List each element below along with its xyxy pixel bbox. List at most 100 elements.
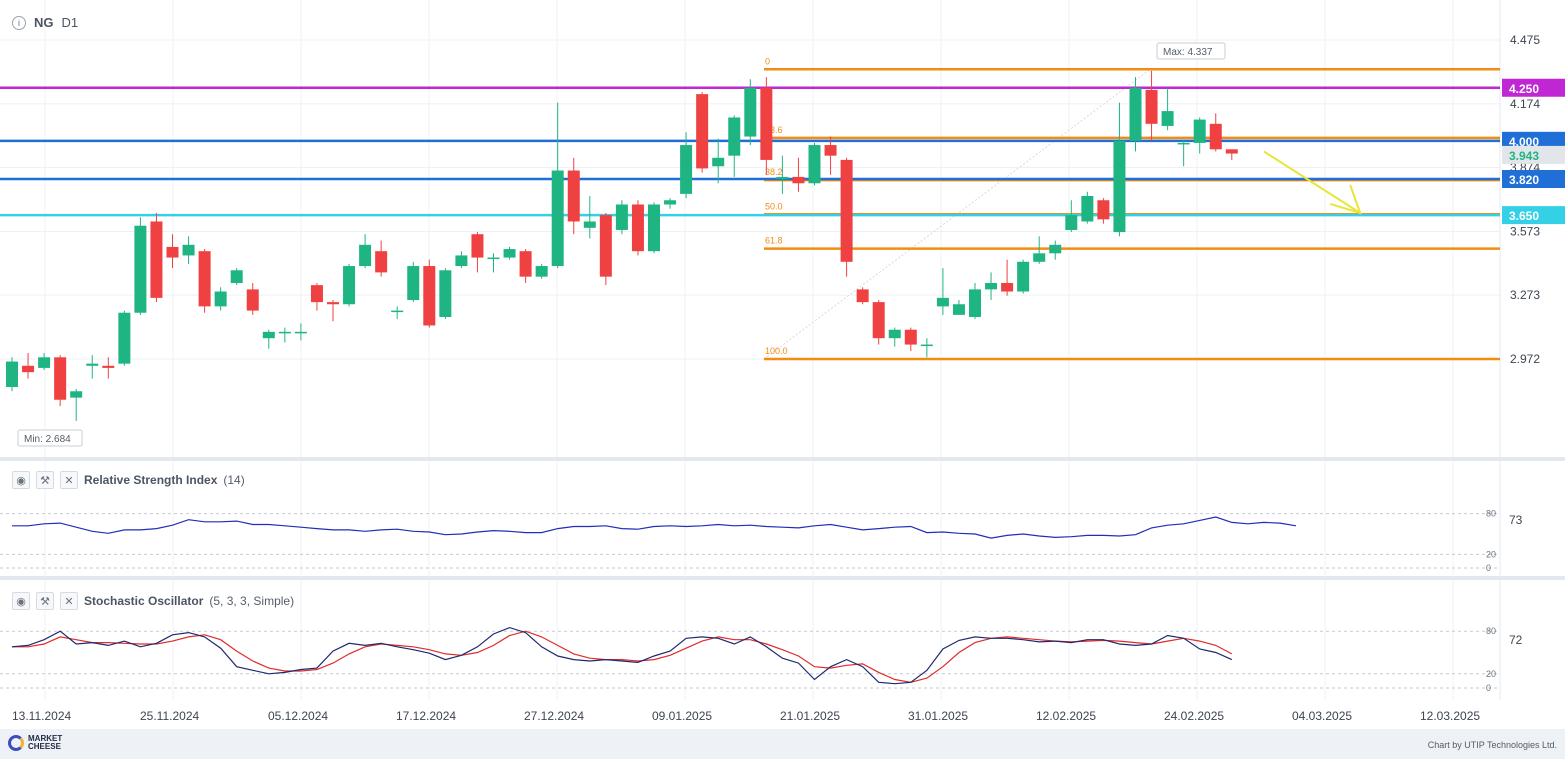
rsi-pane: 80 20 0 73 xyxy=(0,509,1523,573)
candle xyxy=(1001,259,1014,296)
candle xyxy=(583,195,596,239)
candle xyxy=(230,268,243,286)
candle-body xyxy=(872,302,885,339)
candle-body xyxy=(696,94,709,169)
candle-body xyxy=(583,221,596,228)
candle xyxy=(102,357,115,379)
eye-icon[interactable]: ◉ xyxy=(12,471,30,489)
candle xyxy=(455,251,468,269)
date-tick-label: 25.11.2024 xyxy=(140,709,199,723)
max-label: Max: 4.337 xyxy=(1163,47,1213,58)
candle-body xyxy=(808,145,821,184)
candle xyxy=(920,338,933,358)
candle-body xyxy=(359,244,372,267)
candle xyxy=(375,240,388,277)
candle xyxy=(278,327,291,343)
candle xyxy=(872,299,885,345)
oscillator-level-label: 0 xyxy=(1486,563,1491,573)
close-icon[interactable]: ✕ xyxy=(60,592,78,610)
date-tick-label: 12.03.2025 xyxy=(1420,709,1480,723)
timeframe-label: D1 xyxy=(61,15,79,30)
stochastic-d-line xyxy=(12,630,1233,683)
wrench-icon[interactable]: ⚒ xyxy=(36,592,54,610)
footer-bar xyxy=(0,729,1565,759)
candle-body xyxy=(792,176,805,184)
info-icon[interactable]: i xyxy=(12,15,26,30)
candle xyxy=(1225,149,1238,160)
candle xyxy=(150,212,163,303)
candle-body xyxy=(744,87,757,137)
trend-arrow xyxy=(1263,150,1361,214)
candle xyxy=(38,353,51,371)
candle-body xyxy=(680,145,693,194)
candle xyxy=(6,357,18,392)
close-icon[interactable]: ✕ xyxy=(60,471,78,489)
candle-body xyxy=(54,357,67,400)
candle-body xyxy=(70,391,83,398)
candle xyxy=(327,299,339,322)
candle-body xyxy=(952,304,965,315)
candle xyxy=(54,355,67,407)
date-axis: 13.11.2024 25.11.2024 05.12.2024 17.12.2024… xyxy=(12,709,1480,723)
candle xyxy=(904,327,917,351)
candle-body xyxy=(118,312,131,364)
candle-body xyxy=(985,283,998,290)
candle xyxy=(888,327,901,347)
candle xyxy=(776,155,789,194)
candle xyxy=(359,234,372,269)
candle xyxy=(952,299,965,315)
market-cheese-logo: MARKET CHEESE xyxy=(8,735,62,751)
candle xyxy=(86,355,99,379)
candle-body xyxy=(6,361,18,388)
candle-body xyxy=(599,215,612,277)
candle-body xyxy=(1161,111,1174,126)
candle xyxy=(969,283,981,320)
candle xyxy=(535,263,548,279)
candle-body xyxy=(343,266,356,305)
candlestick-series xyxy=(6,70,1238,421)
price-tick-label: 3.273 xyxy=(1510,288,1540,302)
eye-icon[interactable]: ◉ xyxy=(12,592,30,610)
candle-body xyxy=(1065,215,1078,230)
oscillator-value-label: 73 xyxy=(1509,513,1523,527)
candle xyxy=(310,283,323,311)
candle-body xyxy=(615,204,628,230)
level-price-tag xyxy=(1502,170,1565,189)
min-callout-box xyxy=(17,429,83,447)
candle-body xyxy=(535,266,548,277)
candle xyxy=(808,142,821,186)
candle-body xyxy=(840,159,853,262)
candle xyxy=(599,212,612,286)
date-tick-label: 05.12.2024 xyxy=(268,709,328,723)
oscillator-level-label: 0 xyxy=(1486,683,1491,693)
candle xyxy=(1033,236,1046,264)
symbol-label: NG xyxy=(34,15,54,30)
candle xyxy=(792,157,805,192)
candle xyxy=(166,234,179,269)
candle-body xyxy=(969,289,981,317)
candle-body xyxy=(664,200,677,205)
candle xyxy=(1065,200,1078,233)
candle-body xyxy=(278,331,291,334)
oscillator-value-label: 72 xyxy=(1509,633,1523,647)
candle xyxy=(1193,117,1206,154)
level-price-label: 3.820 xyxy=(1509,173,1539,187)
wrench-icon[interactable]: ⚒ xyxy=(36,471,54,489)
candle-body xyxy=(22,365,35,373)
stochastic-params: (5, 3, 3, Simple) xyxy=(209,594,295,608)
trend-arrow-head xyxy=(1329,184,1362,215)
min-label: Min: 2.684 xyxy=(24,434,71,445)
candle-body xyxy=(86,363,99,366)
date-tick-label: 21.01.2025 xyxy=(780,709,840,723)
pane-separator xyxy=(0,457,1565,461)
candle-body xyxy=(246,289,259,311)
candle xyxy=(1097,198,1110,224)
rsi-title: Relative Strength Index xyxy=(84,473,218,487)
candle xyxy=(214,287,227,311)
candle xyxy=(1161,87,1174,131)
candle-body xyxy=(760,87,773,160)
rsi-header: ◉ ⚒ ✕ Relative Strength Index (14) xyxy=(12,471,245,489)
last-price-tag xyxy=(1502,145,1565,164)
